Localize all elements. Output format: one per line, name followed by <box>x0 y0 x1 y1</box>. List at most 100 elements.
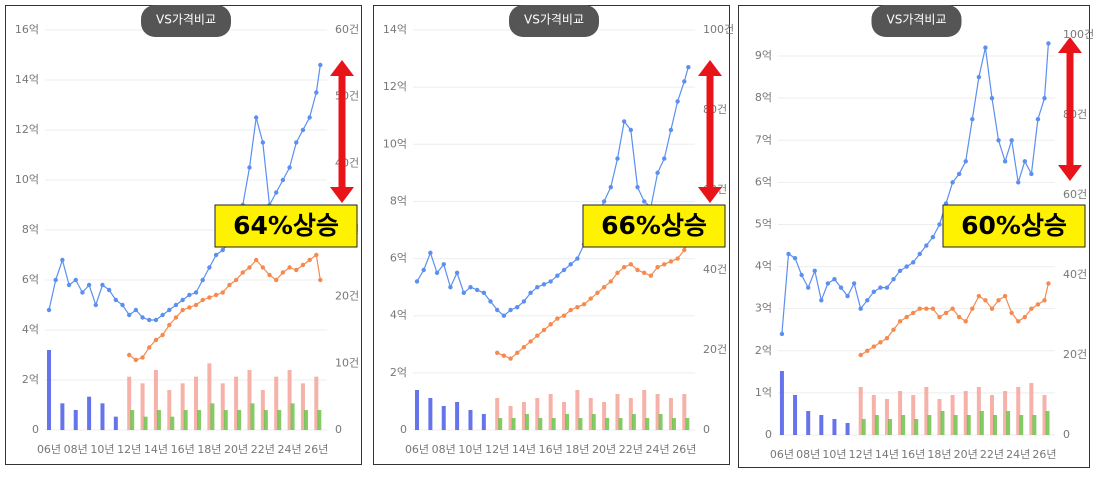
y-tick-label: 6억 <box>22 273 39 286</box>
volume-bar <box>924 387 929 435</box>
price-point <box>414 279 420 284</box>
price-point <box>601 199 607 204</box>
volume-bar <box>551 418 556 430</box>
y-tick-label: 0 <box>400 423 407 436</box>
price-point <box>1046 41 1051 46</box>
price-point <box>976 74 982 80</box>
price-point <box>521 299 527 304</box>
price-point <box>891 327 896 332</box>
x-tick-label: 14년 <box>875 448 899 461</box>
volume-bar <box>645 418 650 430</box>
volume-bar <box>441 406 446 430</box>
price-point <box>481 290 487 296</box>
y-tick-label: 10억 <box>383 137 407 150</box>
volume-bar <box>521 402 526 430</box>
volume-bar <box>1019 415 1024 435</box>
y-tick-label: 12억 <box>15 123 39 136</box>
arrow-head <box>698 187 722 203</box>
price-point <box>167 322 172 328</box>
chart-panel: 02억4억6억8억10억12억14억16억010건20건30건40건50건60건… <box>5 5 362 465</box>
price-point <box>884 335 890 341</box>
price-point <box>93 302 98 308</box>
x-tick-label: 10년 <box>90 443 114 456</box>
price-point <box>307 115 312 120</box>
price-point <box>897 268 903 273</box>
volume-bar <box>874 415 879 435</box>
price-point <box>555 316 560 321</box>
volume-bar <box>260 390 265 430</box>
volume-bar <box>60 403 65 430</box>
y2-tick-label: 20건 <box>1063 348 1087 361</box>
y2-tick-label: 100건 <box>703 23 734 36</box>
price-point <box>891 277 896 282</box>
x-tick-label: 08년 <box>64 443 88 456</box>
price-point <box>133 357 139 363</box>
price-point <box>621 119 627 124</box>
price-point <box>937 314 942 320</box>
price-point <box>548 322 553 327</box>
volume-bar <box>498 418 503 430</box>
price-point <box>675 256 680 261</box>
volume-bar <box>911 395 916 435</box>
volume-bar <box>605 418 610 430</box>
arrow-head <box>1058 165 1082 181</box>
price-point <box>1042 298 1047 303</box>
y2-tick-label: 100건 <box>1063 28 1094 41</box>
price-point <box>474 287 480 293</box>
price-point <box>73 277 78 283</box>
price-point <box>160 312 165 318</box>
price-point <box>501 313 507 318</box>
price-point <box>260 265 266 270</box>
price-point <box>187 292 192 298</box>
volume-bar <box>210 403 215 430</box>
volume-bar <box>508 406 513 430</box>
price-point <box>937 222 942 227</box>
price-point <box>871 289 877 295</box>
price-point <box>220 290 225 295</box>
price-point <box>528 290 533 296</box>
price-point <box>904 264 909 269</box>
price-point <box>832 277 837 282</box>
price-point <box>642 270 647 276</box>
price-point <box>897 319 903 324</box>
y2-tick-label: 60건 <box>335 23 359 36</box>
volume-bar <box>183 410 188 430</box>
y2-tick-label: 0 <box>1063 428 1070 441</box>
x-tick-label: 22년 <box>980 448 1004 461</box>
volume-bar <box>682 394 687 430</box>
volume-bar <box>73 410 78 430</box>
price-point <box>120 302 125 308</box>
price-point <box>113 297 119 303</box>
x-tick-label: 10년 <box>458 443 482 456</box>
price-point <box>106 287 112 293</box>
price-point <box>930 234 936 240</box>
price-point <box>80 290 85 295</box>
price-point <box>167 307 172 313</box>
price-point <box>227 282 232 288</box>
price-point <box>555 273 560 278</box>
price-point <box>983 298 988 303</box>
price-point <box>561 267 567 273</box>
price-point <box>428 250 433 256</box>
y-tick-label: 6억 <box>390 252 407 265</box>
price-point <box>160 332 165 338</box>
volume-bar <box>845 423 850 435</box>
price-point <box>976 293 982 299</box>
volume-bar <box>832 419 837 435</box>
volume-bar <box>658 414 663 430</box>
price-point <box>668 259 674 264</box>
price-point <box>300 127 306 133</box>
volume-bar <box>303 410 308 430</box>
volume-bar <box>1045 411 1050 435</box>
volume-bar <box>428 398 433 430</box>
chart-title: VS가격비교 <box>887 13 947 27</box>
x-tick-label: 18년 <box>927 448 951 461</box>
price-point <box>515 304 520 310</box>
price-point <box>911 260 916 265</box>
price-point <box>287 265 292 270</box>
price-point <box>904 314 909 320</box>
y2-tick-label: 10건 <box>335 356 359 369</box>
price-point <box>911 310 916 316</box>
price-point <box>173 315 179 320</box>
